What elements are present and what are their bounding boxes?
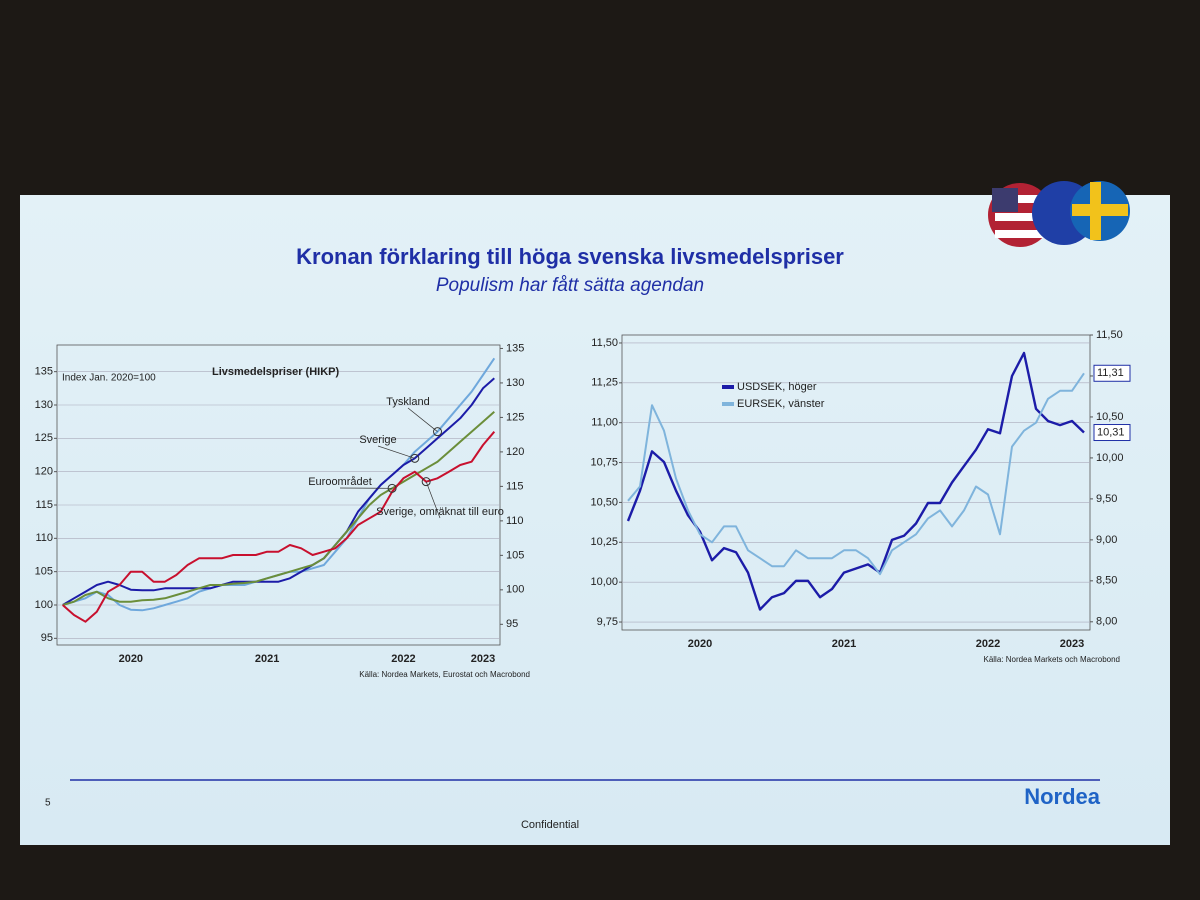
value-label-box	[1093, 364, 1131, 382]
y-tick-label: 9,75	[597, 616, 618, 628]
slide	[20, 195, 1170, 845]
y-tick-label: 135	[35, 366, 53, 378]
y-tick-label: 10,75	[590, 456, 618, 468]
y2-tick-label: 10,00	[1096, 452, 1124, 464]
y2-tick-label: 135	[506, 342, 524, 354]
x-tick-label: 2022	[976, 638, 1000, 650]
y-tick-label: 11,25	[591, 377, 618, 389]
y-tick-label: 120	[35, 466, 53, 478]
leader-line	[407, 407, 438, 432]
y-tick-label: 130	[35, 399, 53, 411]
y-tick-label: 95	[41, 632, 53, 644]
y2-tick-label: 100	[506, 584, 524, 596]
leader-point	[410, 453, 420, 463]
y2-tick-label: 9,50	[1096, 493, 1117, 505]
x-tick-label: 2021	[255, 653, 279, 665]
y2-tick-label: 8,00	[1096, 616, 1117, 628]
value-label-box	[1093, 424, 1131, 442]
leader-line	[425, 481, 441, 519]
logo: Nordea	[1024, 784, 1101, 809]
x-tick-label: 2023	[471, 653, 495, 665]
y2-tick-label: 9,00	[1096, 534, 1117, 546]
leader-point	[387, 483, 397, 493]
x-tick-label: 2022	[391, 653, 415, 665]
legend-label: Euroområdet	[308, 476, 372, 488]
y-tick-label: 105	[35, 566, 53, 578]
chart-title: Livsmedelspriser (HIKP)	[212, 366, 339, 378]
slide-title: Kronan förklaring till höga svenska livs…	[296, 244, 844, 269]
footer: Confidential	[521, 819, 579, 831]
y-tick-label: 100	[35, 599, 53, 611]
chart-source: Källa: Nordea Markets och Macrobond	[983, 655, 1120, 664]
slide-subtitle: Populism har fått sätta agendan	[436, 275, 704, 296]
legend-label: EURSEK, vänster	[737, 398, 825, 410]
y-tick-label: 10,50	[590, 496, 618, 508]
flags	[988, 181, 1130, 247]
series-line	[62, 431, 496, 623]
y2-tick-label: 95	[506, 618, 518, 630]
chart-source: Källa: Nordea Markets, Eurostat och Macr…	[359, 670, 530, 679]
value-label: 11,31	[1097, 367, 1124, 379]
series-line	[627, 372, 1085, 576]
leader-point	[421, 477, 431, 487]
x-tick-label: 2020	[119, 653, 143, 665]
y2-tick-label: 125	[506, 411, 524, 423]
x-tick-label: 2023	[1060, 638, 1084, 650]
y-tick-label: 115	[35, 499, 53, 511]
leader-line	[377, 445, 415, 459]
y2-tick-label: 8,50	[1096, 575, 1117, 587]
x-tick-label: 2021	[832, 638, 856, 650]
leader-point	[433, 427, 443, 437]
legend-label: Sverige, omräknat till euro	[376, 506, 504, 518]
legend-label: USDSEK, höger	[737, 381, 817, 393]
page-number: 5	[45, 798, 51, 809]
series-line	[626, 351, 1085, 611]
y-tick-label: 10,25	[590, 536, 618, 548]
series-line	[62, 410, 495, 606]
y2-tick-label: 110	[506, 515, 524, 527]
plot-area	[56, 344, 501, 646]
y-tick-label: 110	[35, 532, 53, 544]
legend-label: Sverige	[359, 434, 396, 446]
y-tick-label: 11,00	[591, 417, 618, 429]
series-line	[62, 377, 495, 606]
y2-tick-label: 120	[506, 446, 524, 458]
y2-tick-label: 130	[506, 377, 524, 389]
x-tick-label: 2020	[688, 638, 712, 650]
value-label: 10,31	[1097, 426, 1125, 438]
y2-tick-label: 11,50	[1096, 329, 1123, 341]
y-tick-label: 10,00	[590, 576, 618, 588]
y-tick-label: 125	[35, 432, 53, 444]
y-tick-label: 11,50	[591, 337, 618, 349]
plot-area	[621, 334, 1091, 631]
y2-tick-label: 115	[506, 480, 524, 492]
y2-tick-label: 10,50	[1096, 411, 1124, 423]
chart-note: Index Jan. 2020=100	[62, 373, 156, 384]
legend-label: Tyskland	[386, 396, 429, 408]
y2-tick-label: 105	[506, 549, 524, 561]
